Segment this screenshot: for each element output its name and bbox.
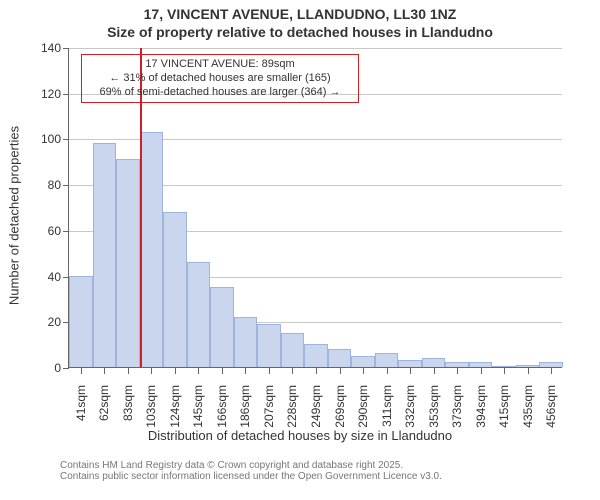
histogram-bar — [469, 362, 493, 367]
x-tick-mark — [151, 368, 152, 374]
x-tick-mark — [504, 368, 505, 374]
x-tick-mark — [175, 368, 176, 374]
x-tick-mark — [481, 368, 482, 374]
x-tick-mark — [410, 368, 411, 374]
footer-line-1: Contains public sector information licen… — [60, 471, 600, 482]
histogram-bar — [116, 159, 140, 367]
histogram-bar — [210, 287, 234, 367]
x-tick-mark — [222, 368, 223, 374]
histogram-bar — [304, 344, 328, 367]
histogram-bar — [375, 353, 399, 367]
x-tick-mark — [198, 368, 199, 374]
histogram-bar — [445, 362, 469, 367]
chart-title-line2: Size of property relative to detached ho… — [0, 24, 600, 40]
y-tick-mark — [63, 231, 69, 232]
histogram-bar — [69, 276, 93, 367]
x-tick-mark — [528, 368, 529, 374]
footer-attribution: Contains HM Land Registry data © Crown c… — [60, 460, 600, 482]
x-tick-mark — [104, 368, 105, 374]
annotation-line-2: 69% of semi-detached houses are larger (… — [85, 86, 355, 100]
y-tick-label: 0 — [21, 361, 61, 375]
y-tick-mark — [63, 368, 69, 369]
x-tick-mark — [245, 368, 246, 374]
histogram-bar — [422, 358, 446, 367]
chart-title-line1: 17, VINCENT AVENUE, LLANDUDNO, LL30 1NZ — [0, 6, 600, 22]
histogram-bar — [492, 366, 516, 367]
x-tick-mark — [387, 368, 388, 374]
x-tick-mark — [269, 368, 270, 374]
x-tick-mark — [81, 368, 82, 374]
y-tick-label: 140 — [21, 41, 61, 55]
histogram-bar — [187, 262, 211, 367]
histogram-bar — [539, 362, 563, 367]
x-tick-mark — [363, 368, 364, 374]
x-tick-mark — [128, 368, 129, 374]
histogram-bar — [93, 143, 117, 367]
y-tick-mark — [63, 94, 69, 95]
histogram-bar — [257, 324, 281, 367]
y-tick-label: 60 — [21, 224, 61, 238]
histogram-bar — [163, 212, 187, 367]
y-axis-title: Number of detached properties — [7, 56, 22, 376]
histogram-bar — [328, 349, 352, 367]
plot-area: 02040608010012014041sqm62sqm83sqm103sqm1… — [68, 48, 562, 368]
histogram-bar — [234, 317, 258, 367]
x-tick-mark — [316, 368, 317, 374]
annotation-line-1: ← 31% of detached houses are smaller (16… — [85, 72, 355, 86]
x-tick-mark — [457, 368, 458, 374]
y-tick-label: 20 — [21, 315, 61, 329]
histogram-bar — [351, 356, 375, 367]
y-tick-label: 120 — [21, 87, 61, 101]
annotation-box: 17 VINCENT AVENUE: 89sqm← 31% of detache… — [81, 54, 359, 103]
x-tick-mark — [340, 368, 341, 374]
y-tick-mark — [63, 48, 69, 49]
x-tick-mark — [292, 368, 293, 374]
chart-root: { "layout": { "width_px": 600, "height_p… — [0, 0, 600, 500]
footer-line-0: Contains HM Land Registry data © Crown c… — [60, 460, 600, 471]
x-tick-mark — [434, 368, 435, 374]
y-tick-label: 100 — [21, 132, 61, 146]
y-tick-label: 40 — [21, 270, 61, 284]
y-tick-label: 80 — [21, 178, 61, 192]
histogram-bar — [516, 365, 540, 367]
x-axis-title: Distribution of detached houses by size … — [0, 428, 600, 443]
x-tick-mark — [551, 368, 552, 374]
histogram-bar — [398, 360, 422, 367]
y-gridline — [69, 48, 562, 49]
y-tick-mark — [63, 185, 69, 186]
annotation-line-0: 17 VINCENT AVENUE: 89sqm — [85, 58, 355, 72]
y-tick-mark — [63, 139, 69, 140]
histogram-bar — [140, 132, 164, 367]
histogram-bar — [281, 333, 305, 367]
